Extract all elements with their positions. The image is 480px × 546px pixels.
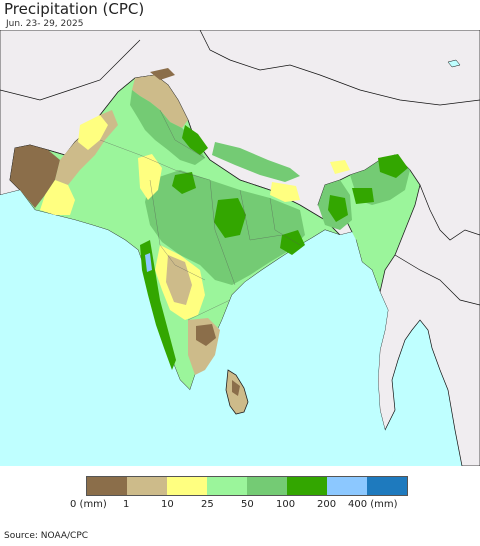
date-range: Jun. 23- 29, 2025 xyxy=(6,19,84,29)
legend-label-3: 25 xyxy=(201,499,214,510)
legend-swatch-1 xyxy=(127,477,167,495)
bangladesh-darkgreen xyxy=(328,195,348,222)
assam-darkgreen xyxy=(378,154,408,178)
source-credit: Source: NOAA/CPC xyxy=(4,531,89,541)
tamilnadu-brown xyxy=(196,324,216,346)
legend-swatch-7 xyxy=(367,477,407,495)
lake xyxy=(447,59,461,68)
odisha-darkgreen xyxy=(280,230,305,255)
legend-colorbar xyxy=(86,476,408,496)
sindh-yellow-zone xyxy=(40,180,75,215)
legend-label-5: 100 xyxy=(276,499,296,510)
bihar-yellow xyxy=(270,182,300,202)
rajasthan-yellow xyxy=(138,154,162,200)
legend-label-2: 10 xyxy=(161,499,174,510)
legend-label-1: 1 xyxy=(123,499,130,510)
legend-swatch-0 xyxy=(87,477,127,495)
legend-labels: 0 (mm) 1 10 25 50 100 200 400 (mm) xyxy=(0,499,480,513)
legend-swatch-5 xyxy=(287,477,327,495)
deccan-tan xyxy=(166,255,192,305)
precipitation-map xyxy=(0,30,480,466)
legend-swatch-4 xyxy=(247,477,287,495)
karakoram-brown xyxy=(150,68,175,80)
himalaya-tan xyxy=(132,75,188,128)
legend-swatch-6 xyxy=(327,477,367,495)
mumbai-blue xyxy=(145,253,152,272)
legend-swatch-3 xyxy=(207,477,247,495)
map-svg xyxy=(0,30,480,466)
map-title: Precipitation (CPC) xyxy=(4,0,145,18)
pakistan-yellow-zone xyxy=(78,115,108,150)
legend-label-0: 0 (mm) xyxy=(70,499,107,510)
legend-label-7: 400 (mm) xyxy=(348,499,398,510)
legend-label-6: 200 xyxy=(317,499,337,510)
internal-borders xyxy=(99,109,301,321)
nepal-green xyxy=(212,142,300,182)
country-borders xyxy=(0,30,480,306)
sri-lanka-dry xyxy=(232,380,240,396)
bay-of-bengal xyxy=(160,230,395,466)
pakistan-dry-zone xyxy=(10,145,60,208)
uttarakhand-darkgreen xyxy=(182,125,208,155)
west-coast-sea xyxy=(0,190,190,466)
central-darkgreen-2 xyxy=(172,172,196,194)
central-darkgreen-1 xyxy=(214,198,246,238)
meghalaya-darkgreen xyxy=(352,188,374,204)
legend-label-4: 50 xyxy=(241,499,254,510)
kashmir-green xyxy=(130,90,205,165)
legend-swatch-2 xyxy=(167,477,207,495)
western-ghats-green xyxy=(140,240,176,370)
bhutan-yellow xyxy=(330,160,350,174)
